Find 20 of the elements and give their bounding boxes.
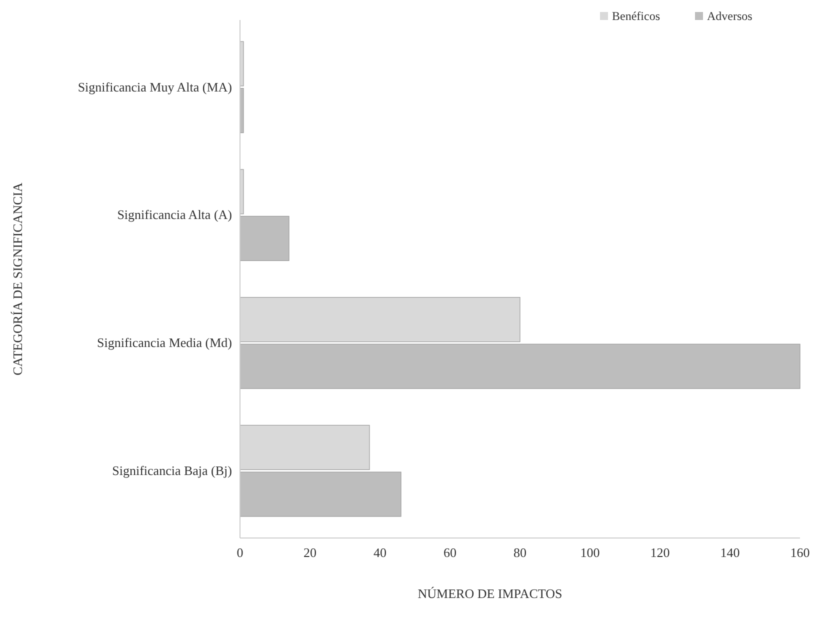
bar: [240, 216, 290, 261]
x-tick-label: 40: [374, 545, 386, 560]
x-axis-title: NÚMERO DE IMPACTOS: [418, 586, 562, 601]
legend-label: Benéficos: [612, 9, 660, 23]
bar: [240, 344, 800, 389]
x-tick-label: 120: [650, 545, 670, 560]
bar: [240, 297, 520, 342]
y-tick-label: Significancia Baja (Bj): [112, 463, 232, 478]
x-tick-label: 100: [580, 545, 600, 560]
y-tick-label: Significancia Media (Md): [96, 335, 232, 350]
x-tick-label: 80: [514, 545, 526, 560]
y-tick-label: Significancia Muy Alta (MA): [78, 79, 232, 94]
y-axis-title: CATEGORÍA DE SIGNIFICANCIA: [10, 182, 25, 376]
legend-label: Adversos: [707, 9, 753, 23]
x-tick-label: 60: [444, 545, 456, 560]
x-tick-label: 20: [304, 545, 316, 560]
x-tick-label: 140: [720, 545, 740, 560]
x-tick-label: 160: [790, 545, 810, 560]
x-tick-label: 0: [236, 545, 244, 560]
y-tick-label: Significancia Alta (A): [117, 207, 232, 222]
